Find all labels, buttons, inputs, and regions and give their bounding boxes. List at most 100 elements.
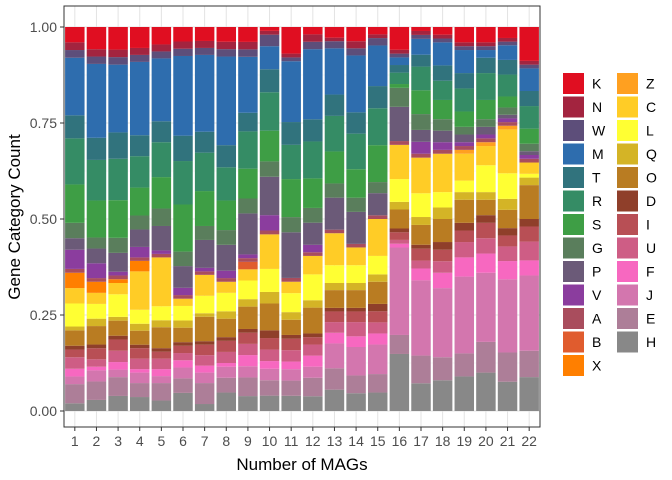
bar-segment-F [108,362,128,370]
bar-segment-I [108,339,128,351]
bars [65,27,539,411]
bar-segment-L [173,305,193,321]
bar-segment-I [411,248,431,261]
bar-segment-M [86,63,107,138]
x-tick-label: 14 [348,433,364,449]
bar-segment-W [411,34,431,39]
plot-panel-border [63,5,541,428]
bar-segment-R [519,106,539,129]
bar-segment-F [86,366,107,371]
legend-item-O: O [617,167,657,188]
bar-segment-J [173,367,193,379]
bar-segment-C [129,271,150,310]
bar-segment-G [346,197,366,212]
bar-segment-I [432,249,453,262]
bar-segment-A [324,229,345,234]
bar-segment-D [454,222,475,231]
bar-segment-M [367,45,388,87]
bar-segment-W [129,54,150,62]
bar-segment-M [281,61,301,123]
bar-segment-C [86,292,107,304]
bar-segment-Z [476,142,496,147]
x-tick-label: 15 [370,433,386,449]
bar-segment-L [497,173,518,199]
bar-segment-N [129,47,150,55]
bar-segment-M [389,57,410,66]
x-tick-label: 16 [392,433,408,449]
bar-segment-G [432,119,453,131]
bar-segment-R [476,73,496,100]
bar-segment-U [173,353,193,361]
legend-label: Z [646,76,655,92]
bar-segment-D [151,348,172,352]
bar-stack-4 [129,27,150,411]
bar-segment-V [259,215,280,231]
bar-segment-Z [497,125,518,130]
bar-segment-R [259,92,280,131]
bar-segment-T [86,137,107,160]
bar-segment-U [303,344,323,356]
bar-segment-L [65,303,85,327]
bar-segment-H [346,393,366,411]
x-tick-label: 8 [222,433,230,449]
bar-segment-A [238,258,258,262]
bar-segment-C [389,144,410,180]
bar-segment-G [129,215,150,230]
bar-segment-P [238,213,258,255]
x-tick-label: 12 [305,433,321,449]
bar-segment-L [367,255,388,275]
bar-segment-H [281,395,301,411]
bar-segment-W [367,38,388,46]
bar-segment-S [281,179,301,218]
bar-segment-Q [194,313,215,317]
legend-item-Q: Q [617,143,657,165]
bar-segment-V [151,250,172,254]
bar-segment-I [194,344,215,356]
legend-item-M: M [563,143,604,165]
legend-label: S [592,217,601,233]
x-tick-label: 19 [456,433,472,449]
bar-segment-L [346,265,366,283]
bar-segment-O [259,303,280,331]
bar-segment-S [194,191,215,226]
legend-key [617,167,638,188]
legend-label: L [646,123,654,139]
bar-segment-J [65,376,85,385]
bar-segment-E [476,341,496,373]
bar-segment-U [108,350,128,363]
bar-segment-J [497,279,518,353]
bar-segment-T [108,132,128,159]
x-tick-label: 20 [478,433,494,449]
bar-segment-Q [454,192,475,200]
x-axis-title: Number of MAGs [236,455,367,474]
bar-segment-C [259,234,280,269]
bar-segment-I [281,338,301,351]
bar-segment-R [238,131,258,169]
x-tick-label: 5 [157,433,165,449]
bar-segment-A [303,252,323,256]
bar-segment-M [346,55,366,113]
bar-segment-H [259,395,280,411]
legend-key [617,120,638,141]
bar-segment-L [259,268,280,292]
bar-segment-N [476,42,496,47]
bar-segment-W [346,48,366,56]
bar-segment-A [281,277,301,282]
legend-item-J: J [617,284,653,306]
bar-segment-L [194,295,215,314]
bar-segment-D [324,307,345,312]
bar-segment-O [108,320,128,336]
bar-segment-M [238,56,258,113]
bar-segment-T [281,122,301,145]
bar-stack-3 [108,27,128,411]
bar-segment-U [86,359,107,367]
bar-segment-Z [454,149,475,154]
bar-stack-2 [86,27,107,411]
bar-segment-T [259,69,280,93]
legend-item-X: X [563,355,602,376]
bar-segment-E [151,383,172,401]
bar-segment-H [389,353,410,411]
bar-segment-E [86,381,107,400]
bar-segment-H [367,392,388,411]
bar-segment-R [129,156,150,188]
